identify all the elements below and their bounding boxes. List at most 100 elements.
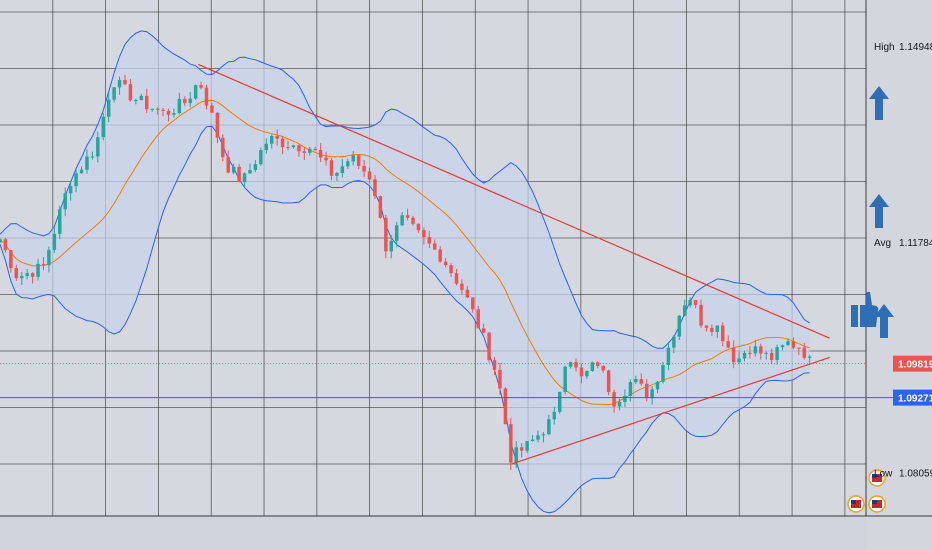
candle-body	[303, 151, 306, 153]
candle-body	[118, 80, 121, 87]
candle-body	[319, 150, 322, 157]
candle-body	[487, 333, 490, 361]
candle-body	[417, 224, 420, 230]
candle-body	[428, 237, 431, 243]
candle-body	[411, 218, 414, 224]
candle-body	[438, 250, 441, 262]
candle-body	[248, 170, 251, 173]
candle-body	[199, 85, 202, 87]
candle-body	[368, 172, 371, 180]
level-label-low: Low 1.08059	[874, 469, 932, 480]
candle-body	[515, 447, 518, 462]
candle-body	[743, 353, 746, 359]
candle-body	[672, 337, 675, 348]
candle-body	[721, 325, 724, 341]
candle-body	[384, 218, 387, 252]
candle-body	[558, 392, 561, 412]
candle-body	[618, 402, 621, 407]
axis-panel	[866, 0, 932, 550]
level-label-name: High	[874, 42, 895, 53]
candle-body	[150, 109, 153, 110]
candle-body	[85, 157, 88, 170]
candle-body	[504, 389, 507, 425]
candle-body	[531, 440, 534, 442]
candle-body	[574, 362, 577, 367]
candle-body	[346, 161, 349, 166]
level-label-name: Low	[874, 469, 893, 480]
candle-body	[640, 379, 643, 384]
candle-body	[509, 424, 512, 462]
candle-body	[498, 370, 501, 389]
candle-body	[194, 85, 197, 98]
candle-body	[563, 367, 566, 392]
candle-body	[770, 353, 773, 360]
candle-body	[58, 209, 61, 234]
candle-body	[232, 167, 235, 173]
flag-canton	[851, 500, 856, 504]
candle-body	[585, 371, 588, 376]
news-flag-icon	[848, 496, 864, 512]
candle-body	[36, 264, 39, 277]
candle-body	[422, 230, 425, 237]
candle-body	[466, 290, 469, 298]
candle-body	[379, 196, 382, 218]
candle-body	[270, 136, 273, 144]
candle-body	[178, 99, 181, 113]
candle-body	[705, 326, 708, 328]
candle-body	[596, 362, 599, 366]
candle-body	[688, 300, 691, 305]
candle-body	[324, 157, 327, 160]
candle-body	[569, 362, 572, 367]
candle-body	[107, 100, 110, 117]
candle-body	[476, 309, 479, 328]
candle-body	[281, 139, 284, 147]
candle-body	[80, 170, 83, 174]
candle-body	[449, 265, 452, 273]
candle-body	[748, 353, 751, 354]
candle-body	[455, 273, 458, 283]
candle-body	[759, 346, 762, 353]
candle-body	[775, 347, 778, 360]
candle-body	[580, 368, 583, 377]
candle-body	[406, 215, 409, 218]
candle-body	[553, 412, 556, 419]
candle-body	[341, 166, 344, 173]
level-label-name: Avg	[874, 238, 891, 249]
candle-body	[167, 111, 170, 115]
news-flag-icon	[869, 496, 885, 512]
candle-body	[210, 106, 213, 113]
candle-body	[362, 166, 365, 172]
candle-body	[678, 316, 681, 337]
candle-body	[732, 348, 735, 363]
candle-body	[792, 341, 795, 347]
flag-canton	[872, 500, 877, 504]
candle-body	[433, 243, 436, 249]
candle-body	[357, 155, 360, 166]
candle-body	[74, 173, 77, 186]
candle-body	[123, 80, 126, 84]
candle-body	[460, 284, 463, 290]
candle-body	[161, 110, 164, 111]
candle-body	[726, 341, 729, 347]
level-label-high: High 1.14948	[874, 42, 932, 53]
level-label-value: 1.14948	[899, 42, 932, 53]
candle-body	[20, 276, 23, 278]
level-label-avg: Avg 1.11784	[874, 238, 932, 249]
price-tag-text: 1.09819	[898, 360, 932, 371]
candle-body	[227, 157, 230, 172]
candle-body	[754, 346, 757, 353]
candle-body	[0, 239, 2, 242]
candle-body	[145, 96, 148, 109]
candle-body	[601, 366, 604, 370]
level-label-value: 1.11784	[899, 238, 932, 249]
candle-body	[536, 435, 539, 439]
candle-body	[694, 300, 697, 305]
candle-body	[803, 348, 806, 358]
candle-body	[786, 341, 789, 345]
candle-body	[53, 234, 56, 250]
candle-body	[254, 164, 257, 170]
price-tag-price: 1.09819	[893, 356, 932, 372]
candle-body	[216, 113, 219, 138]
candle-body	[42, 264, 45, 265]
